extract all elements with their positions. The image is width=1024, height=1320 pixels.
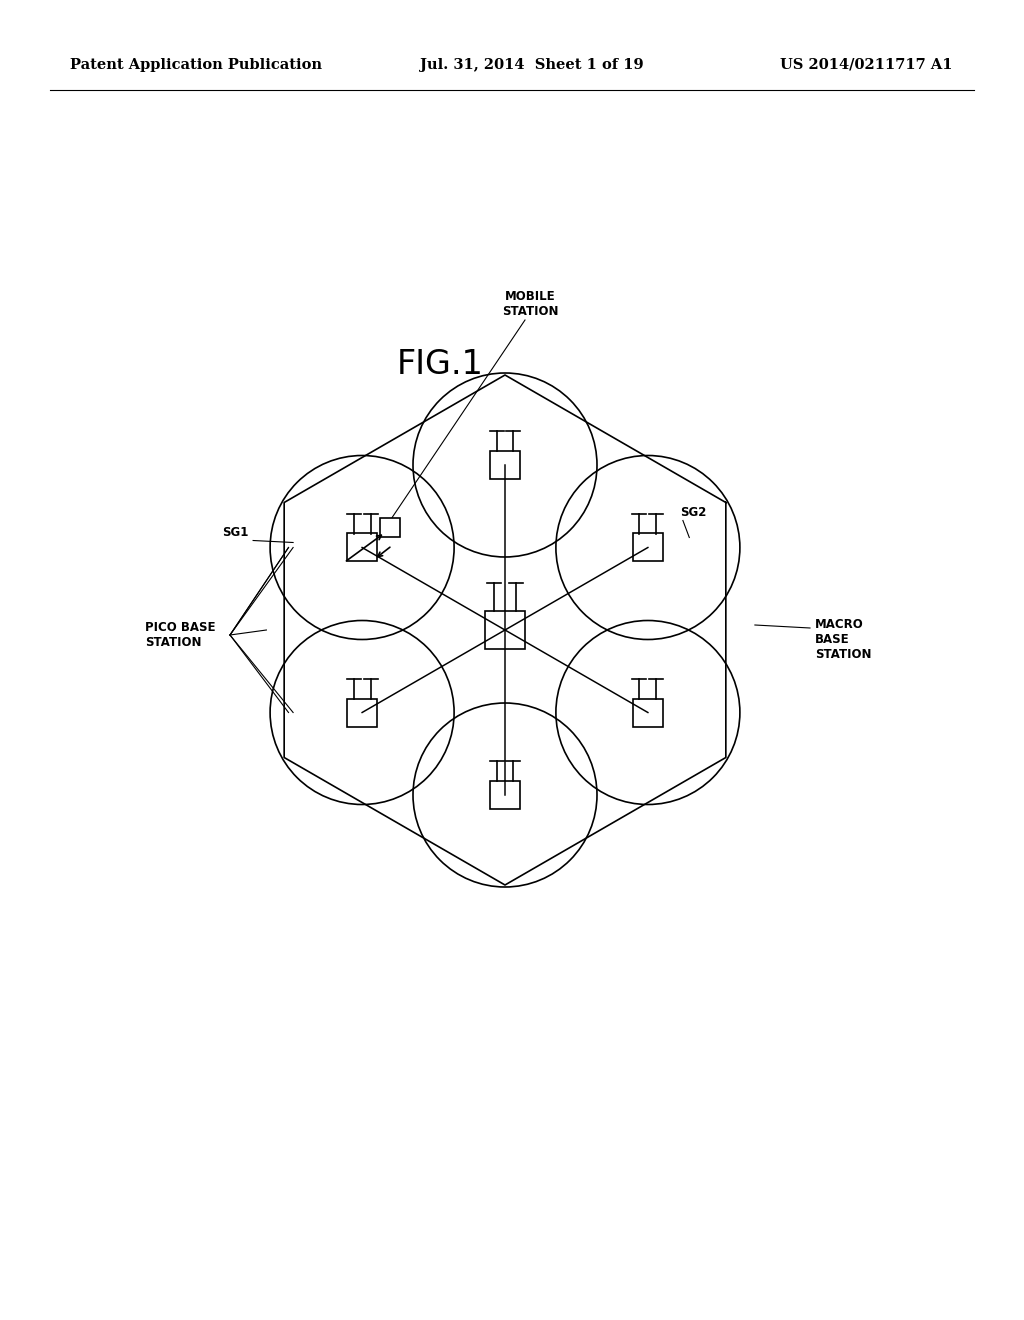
Bar xyxy=(490,781,520,809)
Text: Jul. 31, 2014  Sheet 1 of 19: Jul. 31, 2014 Sheet 1 of 19 xyxy=(420,58,644,73)
Bar xyxy=(347,533,377,561)
Text: SG2: SG2 xyxy=(680,506,707,519)
Bar xyxy=(380,517,400,537)
Bar xyxy=(485,611,525,649)
Text: PICO BASE
STATION: PICO BASE STATION xyxy=(145,620,215,649)
Text: FIG.1: FIG.1 xyxy=(396,348,483,381)
Bar xyxy=(490,451,520,479)
Bar xyxy=(347,698,377,726)
Bar xyxy=(633,533,663,561)
Bar xyxy=(633,698,663,726)
Text: SG1: SG1 xyxy=(222,525,248,539)
Text: Patent Application Publication: Patent Application Publication xyxy=(70,58,322,73)
Text: US 2014/0211717 A1: US 2014/0211717 A1 xyxy=(780,58,952,73)
Text: MACRO
BASE
STATION: MACRO BASE STATION xyxy=(815,619,871,661)
Text: MOBILE
STATION: MOBILE STATION xyxy=(502,290,558,318)
